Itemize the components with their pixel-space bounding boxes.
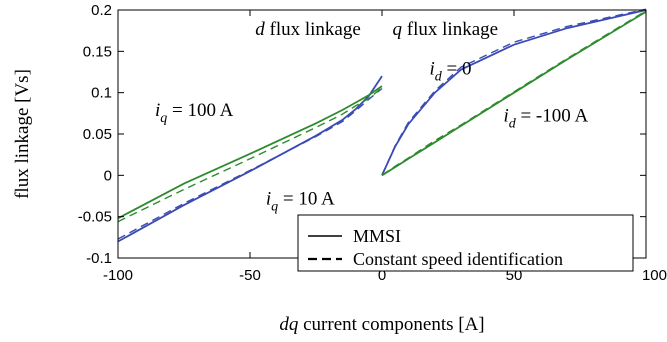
annotation-q-title: q flux linkage <box>393 19 499 40</box>
series-line-4 <box>117 87 383 223</box>
annotation-d-title: d flux linkage <box>255 19 361 40</box>
annotation-iq100: iq = 100 A <box>155 100 234 126</box>
annotation-id0: id = 0 <box>430 58 472 84</box>
series-line-2 <box>117 87 383 240</box>
x-tick-label: 0 <box>378 267 386 284</box>
series-line-1 <box>117 75 383 243</box>
annotation-id100: id = -100 A <box>503 106 588 132</box>
y-axis-label: flux linkage [Vs] <box>12 69 33 199</box>
series-line-8 <box>381 10 647 176</box>
x-tick-label: -50 <box>239 267 261 284</box>
y-tick-label: 0.15 <box>83 43 112 60</box>
series-line-5 <box>381 9 647 176</box>
x-axis-label: dq current components [A] <box>279 314 484 335</box>
series-line-3 <box>117 85 383 220</box>
series-line-7 <box>381 10 647 177</box>
y-tick-label: 0.1 <box>91 85 112 102</box>
x-tick-label: -100 <box>103 267 133 284</box>
legend: MMSI Constant speed identification <box>297 214 634 272</box>
legend-label-constant-speed: Constant speed identification <box>353 249 563 269</box>
y-tick-label: 0 <box>104 167 112 184</box>
legend-box <box>297 214 634 272</box>
series-layer <box>117 8 647 243</box>
y-tick-label: 0.05 <box>83 126 112 143</box>
x-tick-label: 100 <box>642 267 667 284</box>
annotation-iq10: iq = 10 A <box>266 188 335 214</box>
y-tick-label: -0.05 <box>78 209 112 226</box>
series-line-6 <box>381 8 647 176</box>
legend-label-mmsi: MMSI <box>353 226 401 246</box>
annotation-layer: d flux linkage q flux linkage iq = 100 A iq… <box>155 19 589 214</box>
y-tick-label: 0.2 <box>91 2 112 19</box>
y-tick-label: -0.1 <box>86 250 112 267</box>
